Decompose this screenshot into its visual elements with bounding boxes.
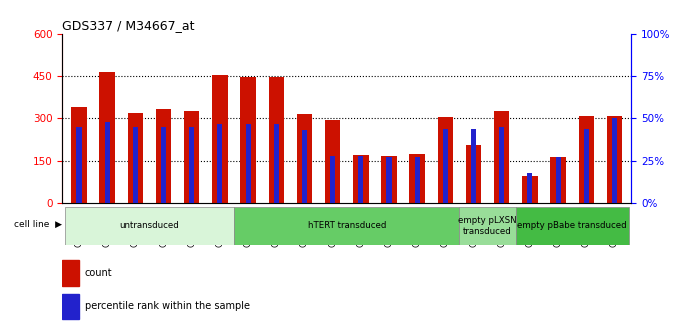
Text: cell line  ▶: cell line ▶ (14, 219, 62, 228)
Bar (62, 260, 79, 286)
Bar (71, 107, 87, 203)
Bar (607, 116, 622, 203)
FancyBboxPatch shape (460, 207, 516, 245)
Bar (105, 122, 110, 203)
Bar (443, 129, 448, 203)
FancyBboxPatch shape (516, 207, 629, 245)
Text: count: count (85, 268, 112, 278)
Bar (302, 130, 307, 203)
Bar (612, 119, 617, 203)
Bar (551, 157, 566, 203)
Bar (353, 155, 368, 203)
Bar (471, 129, 476, 203)
Bar (555, 158, 560, 203)
Bar (268, 77, 284, 203)
Text: GDS337 / M34667_at: GDS337 / M34667_at (62, 19, 195, 33)
Bar (77, 127, 81, 203)
Bar (128, 113, 143, 203)
Bar (584, 129, 589, 203)
Bar (409, 154, 425, 203)
Bar (466, 145, 482, 203)
Text: hTERT transduced: hTERT transduced (308, 221, 386, 230)
Bar (382, 156, 397, 203)
Bar (437, 117, 453, 203)
Bar (246, 124, 250, 203)
Bar (156, 109, 171, 203)
Bar (522, 176, 538, 203)
Bar (161, 127, 166, 203)
FancyBboxPatch shape (65, 207, 234, 245)
FancyBboxPatch shape (234, 207, 460, 245)
Text: empty pLXSN
transduced: empty pLXSN transduced (458, 216, 517, 236)
Bar (297, 114, 312, 203)
Bar (184, 111, 199, 203)
Bar (527, 173, 533, 203)
Bar (99, 72, 115, 203)
Bar (133, 127, 138, 203)
Bar (494, 111, 509, 203)
Bar (189, 127, 195, 203)
Bar (212, 75, 228, 203)
Text: empty pBabe transduced: empty pBabe transduced (518, 221, 627, 230)
Bar (240, 77, 256, 203)
Bar (217, 124, 222, 203)
Bar (578, 116, 594, 203)
Bar (386, 158, 391, 203)
Bar (62, 294, 79, 319)
Bar (325, 120, 340, 203)
Bar (358, 156, 364, 203)
Bar (415, 158, 420, 203)
Bar (330, 156, 335, 203)
Text: untransduced: untransduced (119, 221, 179, 230)
Bar (499, 127, 504, 203)
Bar (274, 124, 279, 203)
Text: percentile rank within the sample: percentile rank within the sample (85, 301, 250, 311)
